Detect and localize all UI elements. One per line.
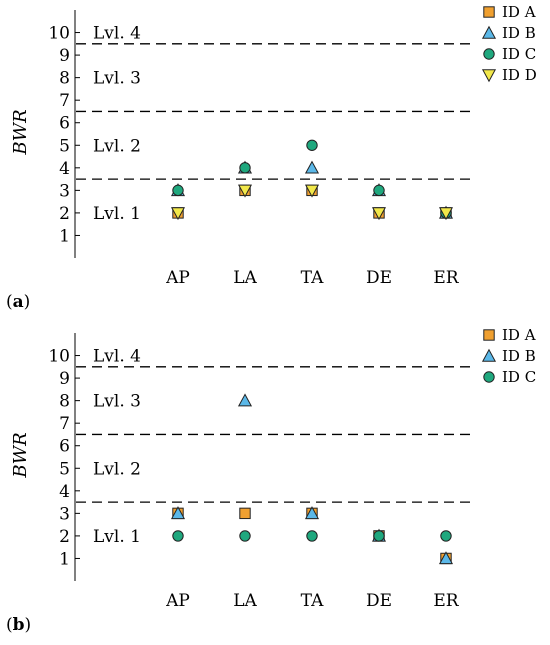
x-tick-label: DE bbox=[366, 268, 392, 288]
legend-marker bbox=[483, 6, 495, 18]
legend-marker bbox=[483, 48, 495, 60]
data-point bbox=[237, 184, 253, 198]
level-label: Lvl. 2 bbox=[93, 136, 141, 156]
y-tick-label: 1 bbox=[59, 226, 70, 246]
x-tick-label: AP bbox=[165, 591, 190, 611]
y-tick-label: 9 bbox=[59, 369, 70, 389]
y-tick-label: 3 bbox=[59, 504, 70, 524]
data-point bbox=[304, 184, 320, 198]
panel-b: 1 2 3 4 5 6 7 8 9 10 BWR Lvl. 1 Lvl. 2 Lvl. 3 Lvl. 4 AP… bbox=[0, 323, 550, 643]
legend-label: ID C bbox=[502, 45, 536, 63]
x-tick-label: AP bbox=[165, 268, 190, 288]
y-tick-label: 5 bbox=[59, 136, 70, 156]
data-point bbox=[304, 160, 320, 174]
level-label: Lvl. 4 bbox=[93, 24, 141, 44]
data-point bbox=[172, 184, 184, 197]
series-id-d bbox=[170, 184, 454, 221]
level-label: Lvl. 4 bbox=[93, 347, 141, 367]
legend-entry: ID B bbox=[481, 24, 536, 42]
y-tick-label: 9 bbox=[59, 46, 70, 66]
data-point bbox=[172, 530, 184, 542]
chart-a: 12 34 56 78 910 BWR Lvl. 1 Lvl. 2 Lvl. 3 Lvl. 4 AP… bbox=[10, 3, 537, 288]
y-tick-label: 8 bbox=[59, 69, 70, 89]
x-tick-label: TA bbox=[301, 268, 324, 288]
level-label: Lvl. 1 bbox=[93, 527, 141, 547]
y-tick-label: 10 bbox=[48, 347, 70, 367]
legend-marker bbox=[481, 348, 497, 362]
data-point bbox=[306, 530, 318, 542]
legend-entry: ID A bbox=[483, 326, 536, 344]
data-point bbox=[438, 551, 454, 565]
legend-marker bbox=[483, 329, 495, 341]
y-axis-label: BWR bbox=[10, 109, 31, 155]
legend-label: ID D bbox=[502, 66, 537, 84]
y-tick-label: 1 bbox=[59, 549, 70, 569]
x-tick-label: LA bbox=[233, 591, 257, 611]
data-point bbox=[237, 393, 253, 407]
data-point bbox=[371, 207, 387, 221]
y-tick-label: 10 bbox=[48, 24, 70, 44]
x-tick-label: DE bbox=[366, 591, 392, 611]
legend-entry: ID B bbox=[481, 347, 536, 365]
legend-entry: ID C bbox=[483, 45, 536, 63]
y-tick-label: 4 bbox=[59, 482, 70, 502]
data-point bbox=[239, 162, 251, 174]
data-point bbox=[170, 506, 186, 520]
panel-a-tag: (a) bbox=[6, 292, 31, 312]
y-tick-label: 2 bbox=[59, 204, 70, 224]
panel-a: 1 2 3 4 5 6 7 8 9 10 BWR Lvl. 1 Lvl. 2 Lvl. 3 Lvl. 4 AP… bbox=[0, 0, 550, 320]
y-tick-label: 7 bbox=[59, 414, 70, 434]
legend-label: ID C bbox=[502, 368, 536, 386]
y-tick-label: 7 bbox=[59, 91, 70, 111]
data-point bbox=[438, 207, 454, 221]
data-point bbox=[306, 139, 318, 151]
legend-label: ID A bbox=[502, 3, 536, 21]
legend-entry: ID A bbox=[483, 3, 536, 21]
level-label: Lvl. 2 bbox=[93, 459, 141, 479]
x-tick-label: LA bbox=[233, 268, 257, 288]
legend-entry: ID C bbox=[483, 368, 536, 386]
legend-label: ID A bbox=[502, 326, 536, 344]
data-point bbox=[170, 207, 186, 221]
y-tick-label: 5 bbox=[59, 459, 70, 479]
x-tick-label: ER bbox=[433, 591, 459, 611]
panel-a-letter: a bbox=[12, 292, 24, 312]
panel-b-letter: b bbox=[12, 615, 25, 635]
data-point bbox=[440, 530, 452, 542]
x-tick-label: TA bbox=[301, 591, 324, 611]
x-tick-label: ER bbox=[433, 268, 459, 288]
data-point bbox=[304, 506, 320, 520]
legend-label: ID B bbox=[502, 347, 536, 365]
data-point bbox=[239, 507, 251, 520]
y-axis-label: BWR bbox=[10, 432, 31, 478]
level-label: Lvl. 3 bbox=[93, 392, 141, 412]
legend-marker bbox=[481, 69, 497, 83]
y-tick-label: 3 bbox=[59, 181, 70, 201]
series-id-c bbox=[172, 139, 452, 219]
legend-marker bbox=[483, 371, 495, 383]
legend-label: ID B bbox=[502, 24, 536, 42]
data-point bbox=[373, 530, 385, 542]
series-id-c bbox=[172, 530, 452, 542]
data-point bbox=[373, 184, 385, 197]
y-tick-label: 6 bbox=[59, 437, 70, 457]
y-tick-label: 4 bbox=[59, 159, 70, 179]
panel-b-tag: (b) bbox=[6, 615, 32, 635]
legend-marker bbox=[481, 25, 497, 39]
level-label: Lvl. 3 bbox=[93, 69, 141, 89]
legend-entry: ID D bbox=[481, 66, 537, 84]
level-label: Lvl. 1 bbox=[93, 204, 141, 224]
data-point bbox=[239, 530, 251, 542]
chart-b: 12 34 56 78 910 BWR Lvl. 1 Lvl. 2 Lvl. 3 Lvl. 4 AP… bbox=[10, 326, 536, 611]
y-tick-label: 6 bbox=[59, 114, 70, 134]
y-tick-label: 2 bbox=[59, 527, 70, 547]
y-tick-label: 8 bbox=[59, 392, 70, 412]
